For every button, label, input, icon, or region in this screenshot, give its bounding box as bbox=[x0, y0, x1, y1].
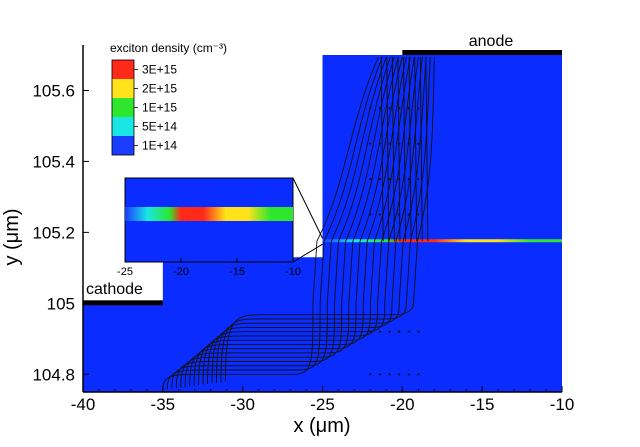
flow-arrow bbox=[398, 142, 401, 145]
cathode-label: cathode bbox=[86, 281, 143, 298]
x-tick-label: -15 bbox=[470, 395, 495, 414]
flow-arrow bbox=[388, 107, 391, 110]
flow-arrow bbox=[388, 213, 391, 216]
flow-arrow bbox=[417, 330, 420, 333]
flow-arrow bbox=[369, 178, 372, 181]
y-tick-label: 105.4 bbox=[32, 152, 75, 171]
flow-arrow bbox=[369, 330, 372, 333]
legend-swatch bbox=[112, 79, 134, 98]
flow-arrow bbox=[407, 373, 410, 376]
flow-arrow bbox=[417, 213, 420, 216]
streamline bbox=[380, 56, 384, 242]
flow-arrow bbox=[417, 373, 420, 376]
flow-arrow bbox=[407, 178, 410, 181]
flow-arrow bbox=[369, 107, 372, 110]
flow-arrow bbox=[398, 178, 401, 181]
flow-arrow bbox=[378, 330, 382, 333]
flow-arrow bbox=[378, 142, 382, 145]
y-axis-label: y (μm) bbox=[1, 208, 23, 265]
inset-zoom-line bbox=[292, 177, 323, 239]
streamline bbox=[414, 56, 418, 242]
streamline bbox=[397, 56, 401, 242]
flow-arrow bbox=[398, 213, 401, 216]
x-tick-label: -20 bbox=[390, 395, 415, 414]
flow-arrow bbox=[388, 373, 391, 376]
streamline bbox=[419, 56, 423, 242]
flow-arrow bbox=[378, 107, 382, 110]
legend-label: 1E+15 bbox=[142, 101, 177, 115]
flow-arrow bbox=[417, 178, 420, 181]
streamline bbox=[175, 56, 391, 389]
flow-arrow bbox=[407, 142, 410, 145]
streamlines bbox=[162, 56, 435, 391]
legend-swatch bbox=[112, 117, 134, 136]
legend-swatch bbox=[112, 136, 134, 155]
recombination-zone bbox=[322, 239, 562, 243]
legend-swatch bbox=[112, 60, 134, 79]
flow-arrows bbox=[369, 107, 420, 376]
flow-arrow bbox=[417, 107, 420, 110]
flow-arrow bbox=[378, 178, 382, 181]
streamline bbox=[425, 56, 429, 242]
flow-arrow bbox=[407, 213, 410, 216]
flow-arrow bbox=[407, 107, 410, 110]
streamline bbox=[171, 56, 387, 389]
legend-label: 1E+14 bbox=[142, 139, 177, 153]
flow-arrow bbox=[378, 373, 382, 376]
x-tick-label: -10 bbox=[550, 395, 575, 414]
legend-frame bbox=[111, 59, 135, 156]
legend-label: 5E+14 bbox=[142, 120, 177, 134]
anode-electrode bbox=[402, 50, 562, 55]
flow-arrow bbox=[369, 142, 372, 145]
flow-arrow bbox=[369, 373, 372, 376]
inset-zoom-line bbox=[292, 243, 323, 263]
flow-arrow bbox=[398, 330, 401, 333]
flow-arrow bbox=[398, 373, 401, 376]
anode-label: anode bbox=[469, 33, 514, 50]
x-tick-label: -25 bbox=[310, 395, 335, 414]
flow-arrow bbox=[417, 142, 420, 145]
legend-title: exciton density (cm⁻³) bbox=[110, 41, 227, 55]
streamline bbox=[224, 56, 435, 382]
inset-x-tick-label: -15 bbox=[229, 266, 245, 278]
cathode-electrode bbox=[83, 300, 163, 306]
x-tick-label: -30 bbox=[230, 395, 255, 414]
legend-swatch bbox=[112, 98, 134, 117]
flow-arrow bbox=[369, 213, 372, 216]
y-tick-label: 105.6 bbox=[32, 81, 75, 100]
flow-arrow bbox=[378, 213, 382, 216]
streamline bbox=[403, 56, 406, 242]
x-tick-label: -35 bbox=[151, 395, 176, 414]
x-axis-label: x (μm) bbox=[293, 415, 350, 437]
streamline bbox=[408, 56, 412, 242]
y-tick-label: 105.2 bbox=[32, 223, 75, 242]
inset-x-tick-label: -25 bbox=[117, 266, 133, 278]
y-tick-label: 104.8 bbox=[32, 365, 75, 384]
y-tick-label: 105 bbox=[47, 294, 75, 313]
streamline bbox=[184, 56, 399, 388]
streamline bbox=[166, 56, 383, 390]
flow-arrow bbox=[388, 330, 391, 333]
flow-arrow bbox=[388, 142, 391, 145]
streamline bbox=[391, 56, 395, 242]
legend-label: 3E+15 bbox=[142, 63, 177, 77]
inset-recombination-zone bbox=[125, 207, 293, 221]
legend-label: 2E+15 bbox=[142, 82, 177, 96]
inset-x-tick-label: -20 bbox=[173, 266, 189, 278]
flow-arrow bbox=[407, 330, 410, 333]
inset-x-tick-label: -10 bbox=[285, 266, 301, 278]
flow-arrow bbox=[398, 107, 401, 110]
x-tick-label: -40 bbox=[71, 395, 96, 414]
streamline bbox=[386, 56, 390, 242]
flow-arrow bbox=[388, 178, 391, 181]
